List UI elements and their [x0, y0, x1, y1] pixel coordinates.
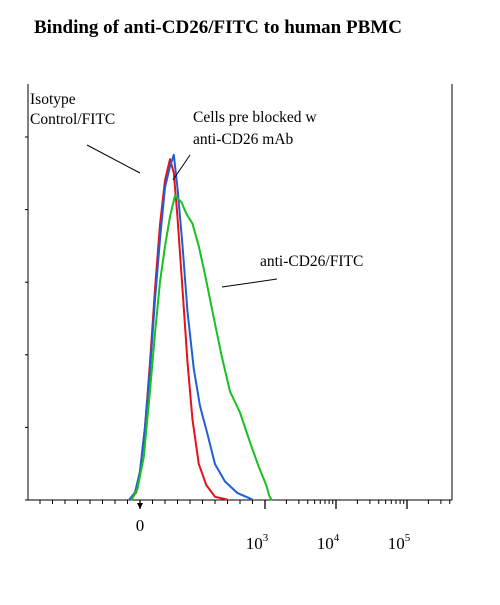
annotation-preblocked-line-1: anti-CD26 mAb	[193, 131, 294, 148]
annotation-anti-cd26-leader	[221, 278, 278, 288]
x-tick-label: 103	[246, 532, 269, 553]
chart-title: Binding of anti-CD26/FITC to human PBMC	[34, 17, 402, 38]
x-tick-label: 105	[388, 532, 411, 553]
annotation-isotype-line-0: Isotype	[30, 91, 76, 108]
series-line-1	[128, 153, 253, 502]
annotation-anti-cd26-line-0: anti-CD26/FITC	[260, 253, 363, 270]
annotation-isotype-line-1: Control/FITC	[30, 111, 115, 128]
annotation-isotype-leader	[86, 144, 141, 174]
x-ticks: 0 103 104 105	[39, 500, 451, 553]
annotation-preblocked-leader	[172, 154, 191, 181]
annotations: Isotype Control/FITC Cells pre blocked w an…	[30, 91, 363, 288]
series-layer	[128, 153, 273, 502]
annotation-preblocked-line-0: Cells pre blocked w	[193, 109, 317, 126]
zero-marker	[137, 503, 143, 509]
x-tick-label: 104	[317, 532, 340, 553]
x-tick-label: 0	[136, 516, 145, 535]
series-line-2	[130, 194, 273, 501]
